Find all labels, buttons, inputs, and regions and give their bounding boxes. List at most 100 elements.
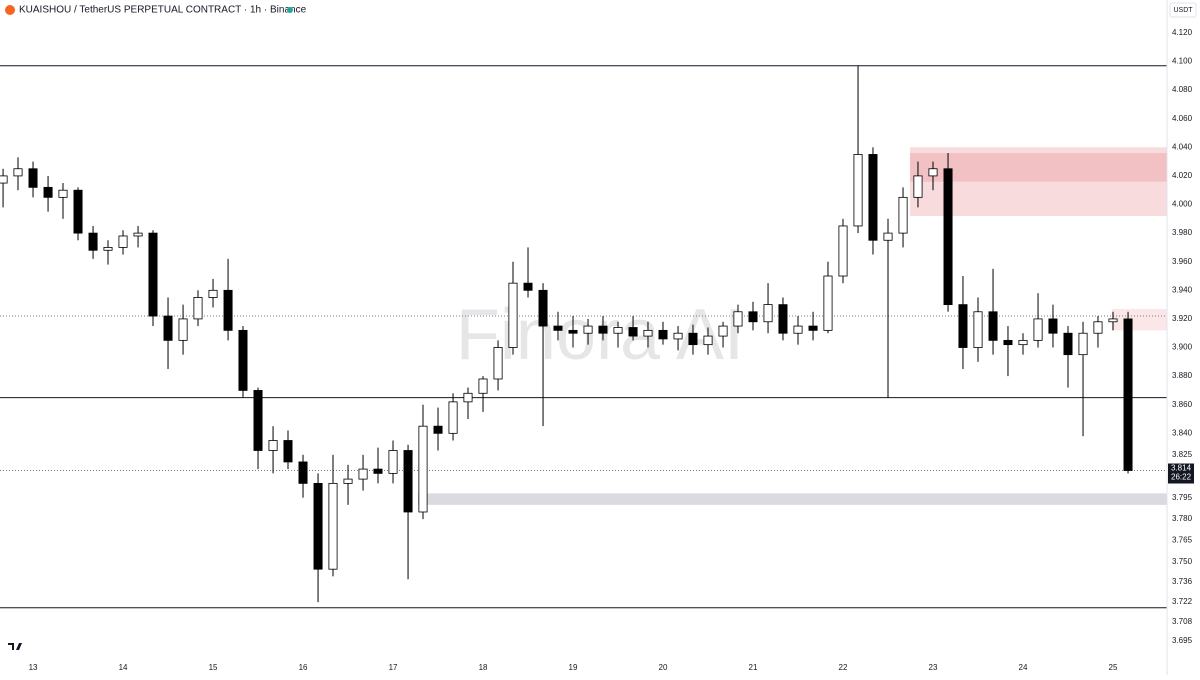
candle-body <box>163 315 173 341</box>
y-tick-label: 3.695 <box>1172 636 1193 645</box>
candle-body <box>643 329 653 337</box>
chart-title: KUAISHOU / TetherUS PERPETUAL CONTRACT ·… <box>19 5 307 16</box>
candle-body <box>793 325 803 334</box>
candle-body <box>58 189 68 198</box>
candle-body <box>1093 321 1103 334</box>
y-tick-label: 3.780 <box>1172 514 1193 523</box>
candle-body <box>628 327 638 337</box>
candle-body <box>28 168 38 188</box>
price-tag-label: 3.814 <box>1171 464 1192 473</box>
x-tick-label: 16 <box>299 663 308 672</box>
candle-body <box>223 289 233 331</box>
y-tick-label: 3.940 <box>1172 285 1193 294</box>
y-tick-label: 3.825 <box>1172 450 1193 459</box>
candle-body <box>103 247 113 251</box>
logo <box>8 643 22 650</box>
y-tick-label: 4.020 <box>1172 171 1193 180</box>
candle-body <box>1063 332 1073 356</box>
currency-label: USDT <box>1173 7 1193 14</box>
x-tick-label: 19 <box>569 663 578 672</box>
candle-body <box>148 232 158 317</box>
candle-body <box>718 325 728 337</box>
candle-body <box>928 168 938 177</box>
candle-body <box>1033 318 1043 341</box>
x-tick-label: 21 <box>749 663 758 672</box>
candle-body <box>1108 318 1118 323</box>
price-tag <box>1168 463 1194 484</box>
x-tick-label: 22 <box>839 663 848 672</box>
y-tick-label: 3.750 <box>1172 557 1193 566</box>
y-tick-label: 4.100 <box>1172 57 1193 66</box>
candle-body <box>988 311 998 341</box>
y-tick-label: 4.080 <box>1172 85 1193 94</box>
candle-body <box>598 325 608 334</box>
candle-body <box>373 468 383 474</box>
candle-body <box>388 450 398 474</box>
candle-body <box>493 347 503 380</box>
candle-body <box>43 186 53 198</box>
candle-body <box>733 311 743 327</box>
candle-body <box>1048 318 1058 334</box>
candle-body <box>763 304 773 323</box>
y-tick-label: 3.880 <box>1172 371 1193 380</box>
countdown-label: 26:22 <box>1171 473 1192 482</box>
candle-body <box>538 289 548 327</box>
candle-body <box>523 282 533 291</box>
y-tick-label: 3.840 <box>1172 428 1193 437</box>
y-tick-label: 4.120 <box>1172 28 1193 37</box>
candle-body <box>358 468 368 480</box>
y-tick-label: 3.980 <box>1172 228 1193 237</box>
candle-body <box>343 478 353 484</box>
candle-body <box>868 154 878 241</box>
candle-body <box>0 175 8 184</box>
header: KUAISHOU / TetherUS PERPETUAL CONTRACT ·… <box>5 5 307 16</box>
candle-body <box>178 318 188 341</box>
candle-body <box>913 175 923 198</box>
y-tick-label: 3.920 <box>1172 314 1193 323</box>
candle-body <box>73 189 83 234</box>
y-tick-label: 3.708 <box>1172 617 1193 626</box>
candle-body <box>808 325 818 331</box>
candle-body <box>478 378 488 394</box>
x-tick-label: 15 <box>209 663 218 672</box>
zone <box>909 153 1167 182</box>
candle-body <box>568 329 578 334</box>
y-tick-label: 4.060 <box>1172 114 1193 123</box>
candle-body <box>208 289 218 298</box>
candle-body <box>313 482 323 570</box>
status-dot <box>287 7 293 13</box>
candle-body <box>463 392 473 403</box>
candle-body <box>403 450 413 513</box>
candle-body <box>13 168 23 177</box>
y-tick-label: 4.040 <box>1172 142 1193 151</box>
candle-body <box>238 329 248 391</box>
candle-body <box>1123 318 1133 471</box>
x-tick-label: 14 <box>119 663 128 672</box>
candle-body <box>748 311 758 323</box>
y-tick-label: 3.795 <box>1172 493 1193 502</box>
x-tick-label: 25 <box>1109 663 1118 672</box>
x-tick-label: 20 <box>659 663 668 672</box>
zone <box>418 493 1167 505</box>
candle-body <box>1078 332 1088 356</box>
y-tick-label: 3.722 <box>1172 597 1193 606</box>
candle-body <box>898 196 908 234</box>
candle-body <box>253 390 263 451</box>
candle-body <box>823 275 833 331</box>
candle-body <box>448 401 458 434</box>
x-tick-label: 23 <box>929 663 938 672</box>
y-tick-label: 3.960 <box>1172 257 1193 266</box>
candle-body <box>1003 339 1013 346</box>
candle-body <box>193 297 203 320</box>
candle-body <box>583 325 593 334</box>
y-tick-label: 3.765 <box>1172 536 1193 545</box>
candle-body <box>118 235 128 248</box>
candle-body <box>688 332 698 346</box>
candle-body <box>553 325 563 331</box>
candle-body <box>88 232 98 251</box>
zone <box>1112 308 1167 331</box>
candle-body <box>658 329 668 340</box>
y-tick-label: 3.900 <box>1172 343 1193 352</box>
